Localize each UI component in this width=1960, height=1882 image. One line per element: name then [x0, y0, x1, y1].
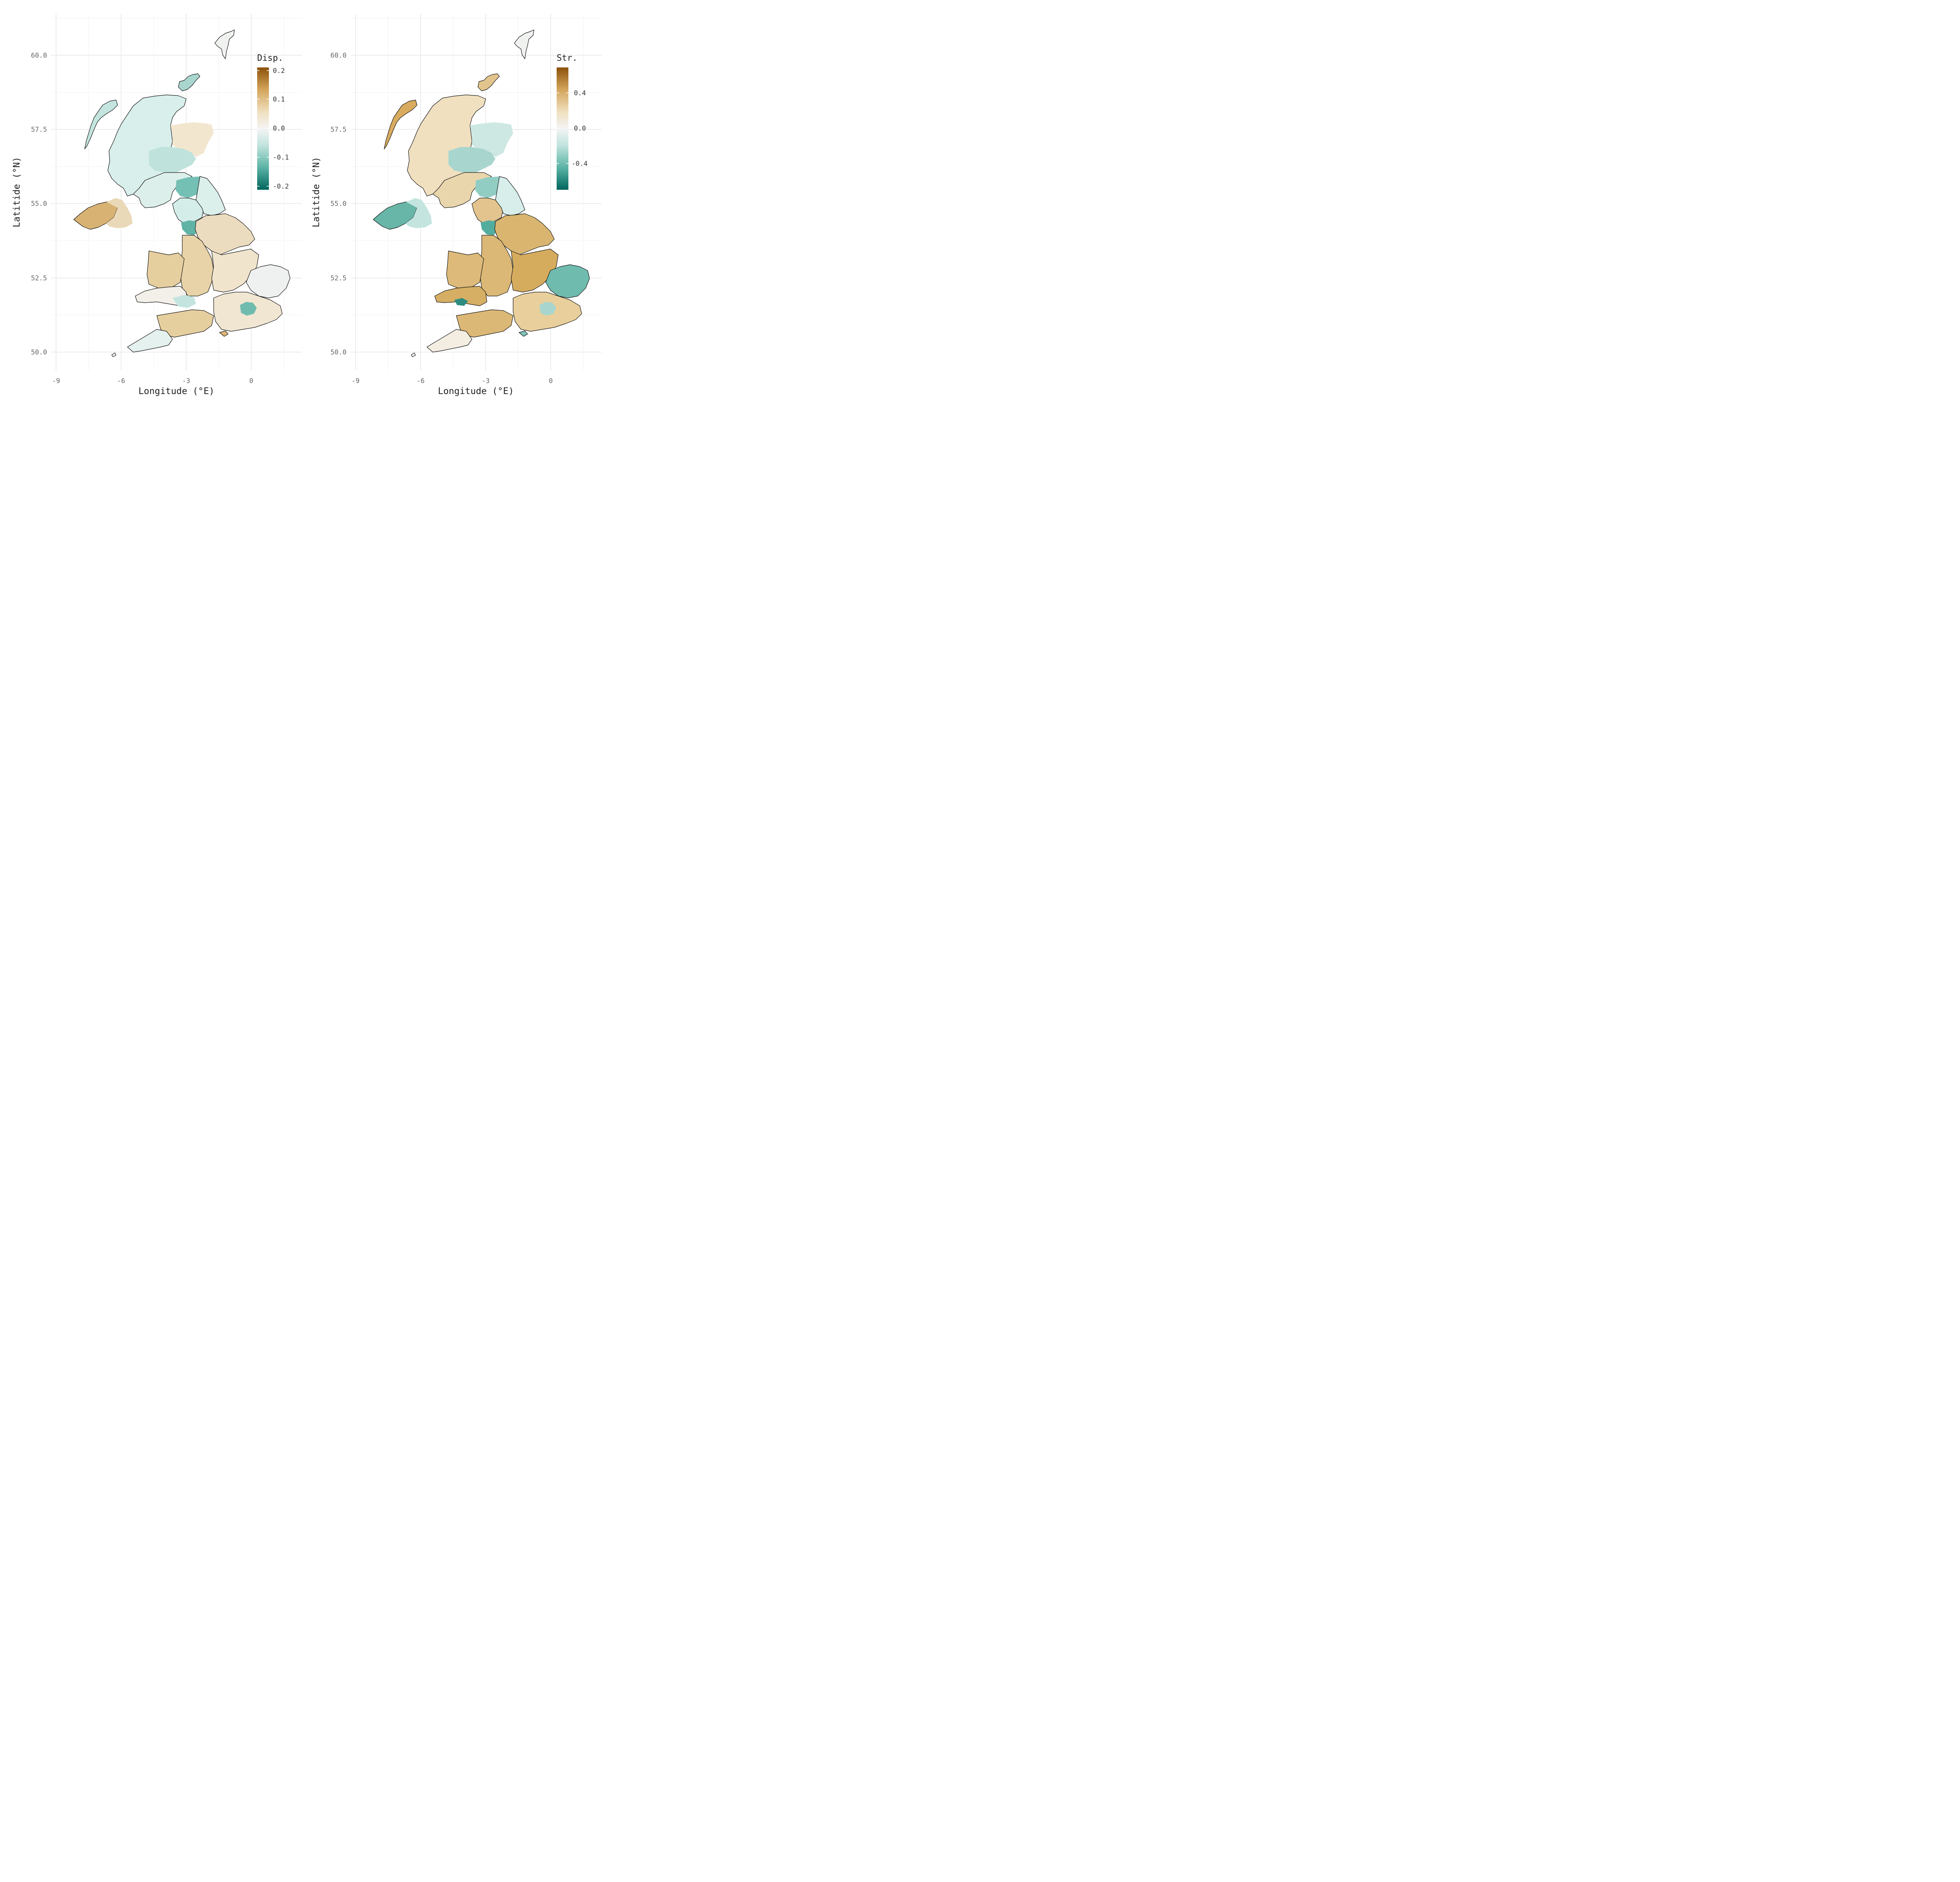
region-shetland	[214, 29, 235, 59]
region-cornwall	[127, 329, 173, 352]
color-bar	[257, 67, 269, 190]
x-tick: 0	[249, 377, 253, 385]
x-tick: -6	[417, 377, 425, 385]
uk-map	[373, 29, 590, 357]
region-east-anglia	[545, 264, 590, 298]
region-cumbria	[472, 198, 504, 224]
y-tick: 60.0	[330, 52, 347, 60]
region-aberdeen	[171, 122, 214, 157]
x-axis-title: Longitude (°E)	[138, 386, 214, 396]
region-london	[539, 302, 556, 316]
uk-map	[73, 29, 290, 357]
region-lancashire	[181, 220, 200, 235]
region-perth	[149, 147, 196, 173]
x-axis-title: Longitude (°E)	[438, 386, 514, 396]
y-tick: 60.0	[31, 52, 47, 60]
region-cumbria	[172, 198, 204, 224]
legend-tick: -0.4	[572, 160, 588, 168]
y-tick: 55.0	[330, 200, 347, 208]
region-hebrides	[84, 100, 118, 149]
disp-map-panel: 60.0 57.5 55.0 52.5 50.0 -9 -6 -3 0 Long…	[12, 14, 302, 396]
y-tick: 52.5	[31, 274, 47, 282]
legend-title: Str.	[557, 53, 577, 63]
region-london	[240, 302, 257, 316]
region-isle-of-wight	[519, 331, 528, 337]
region-aberdeen	[470, 122, 513, 157]
legend-tick: 0.0	[574, 125, 586, 133]
y-tick: 57.5	[330, 126, 347, 134]
region-south-wales-coast	[172, 295, 196, 308]
region-scilly	[111, 352, 116, 357]
region-east-anglia	[246, 264, 290, 298]
region-cornwall	[426, 329, 472, 352]
y-tick: 52.5	[330, 274, 347, 282]
region-ni-east	[405, 198, 432, 228]
region-shetland	[514, 29, 534, 59]
axis-y: 60.0 57.5 55.0 52.5 50.0	[31, 52, 47, 356]
x-tick: -3	[482, 377, 490, 385]
region-scilly	[411, 352, 416, 357]
region-north-england-east	[495, 176, 525, 216]
x-tick: 0	[549, 377, 553, 385]
region-wales-north	[446, 251, 484, 289]
str-map-panel: 60.0 57.5 55.0 52.5 50.0 -9 -6 -3 0 Long…	[311, 14, 602, 396]
region-hebrides	[384, 100, 417, 149]
legend-tick: 0.4	[574, 89, 586, 97]
region-wales-south	[434, 286, 487, 306]
region-ni-east	[106, 198, 132, 228]
str-legend: Str. 0.4 0.0 -0.4	[557, 53, 588, 190]
x-tick: -9	[352, 377, 359, 385]
region-isle-of-wight	[219, 331, 229, 337]
y-tick: 57.5	[31, 126, 47, 134]
figure-svg: 60.0 57.5 55.0 52.5 50.0 -9 -6 -3 0 Long…	[12, 14, 602, 396]
axis-y: 60.0 57.5 55.0 52.5 50.0	[330, 52, 347, 356]
figure: 60.0 57.5 55.0 52.5 50.0 -9 -6 -3 0 Long…	[0, 0, 612, 408]
region-south-wales-coast	[454, 298, 468, 306]
legend-tick: 0.1	[273, 96, 285, 104]
region-north-england-east	[196, 176, 226, 216]
x-tick: -3	[182, 377, 190, 385]
region-perth	[448, 147, 495, 173]
legend-title: Disp.	[257, 53, 283, 63]
region-wales-north	[147, 251, 185, 289]
region-orkney	[477, 73, 500, 91]
axis-x: -9 -6 -3 0	[352, 377, 553, 385]
disp-legend: Disp. 0.2 0.1 0.0 -0.1 -0.2	[257, 53, 289, 191]
axis-x: -9 -6 -3 0	[52, 377, 253, 385]
legend-tick: -0.2	[273, 183, 289, 191]
y-axis-title: Latitide (°N)	[12, 157, 22, 227]
region-orkney	[178, 73, 200, 91]
legend-tick: -0.1	[273, 154, 289, 162]
x-tick: -6	[117, 377, 125, 385]
color-bar	[557, 67, 568, 190]
x-tick: -9	[52, 377, 60, 385]
y-tick: 50.0	[31, 349, 47, 356]
legend-tick: 0.0	[273, 125, 285, 133]
legend-tick: 0.2	[273, 67, 285, 75]
y-axis-title: Latitide (°N)	[311, 157, 321, 227]
y-tick: 50.0	[330, 349, 347, 356]
region-lancashire	[481, 220, 499, 235]
y-tick: 55.0	[31, 200, 47, 208]
